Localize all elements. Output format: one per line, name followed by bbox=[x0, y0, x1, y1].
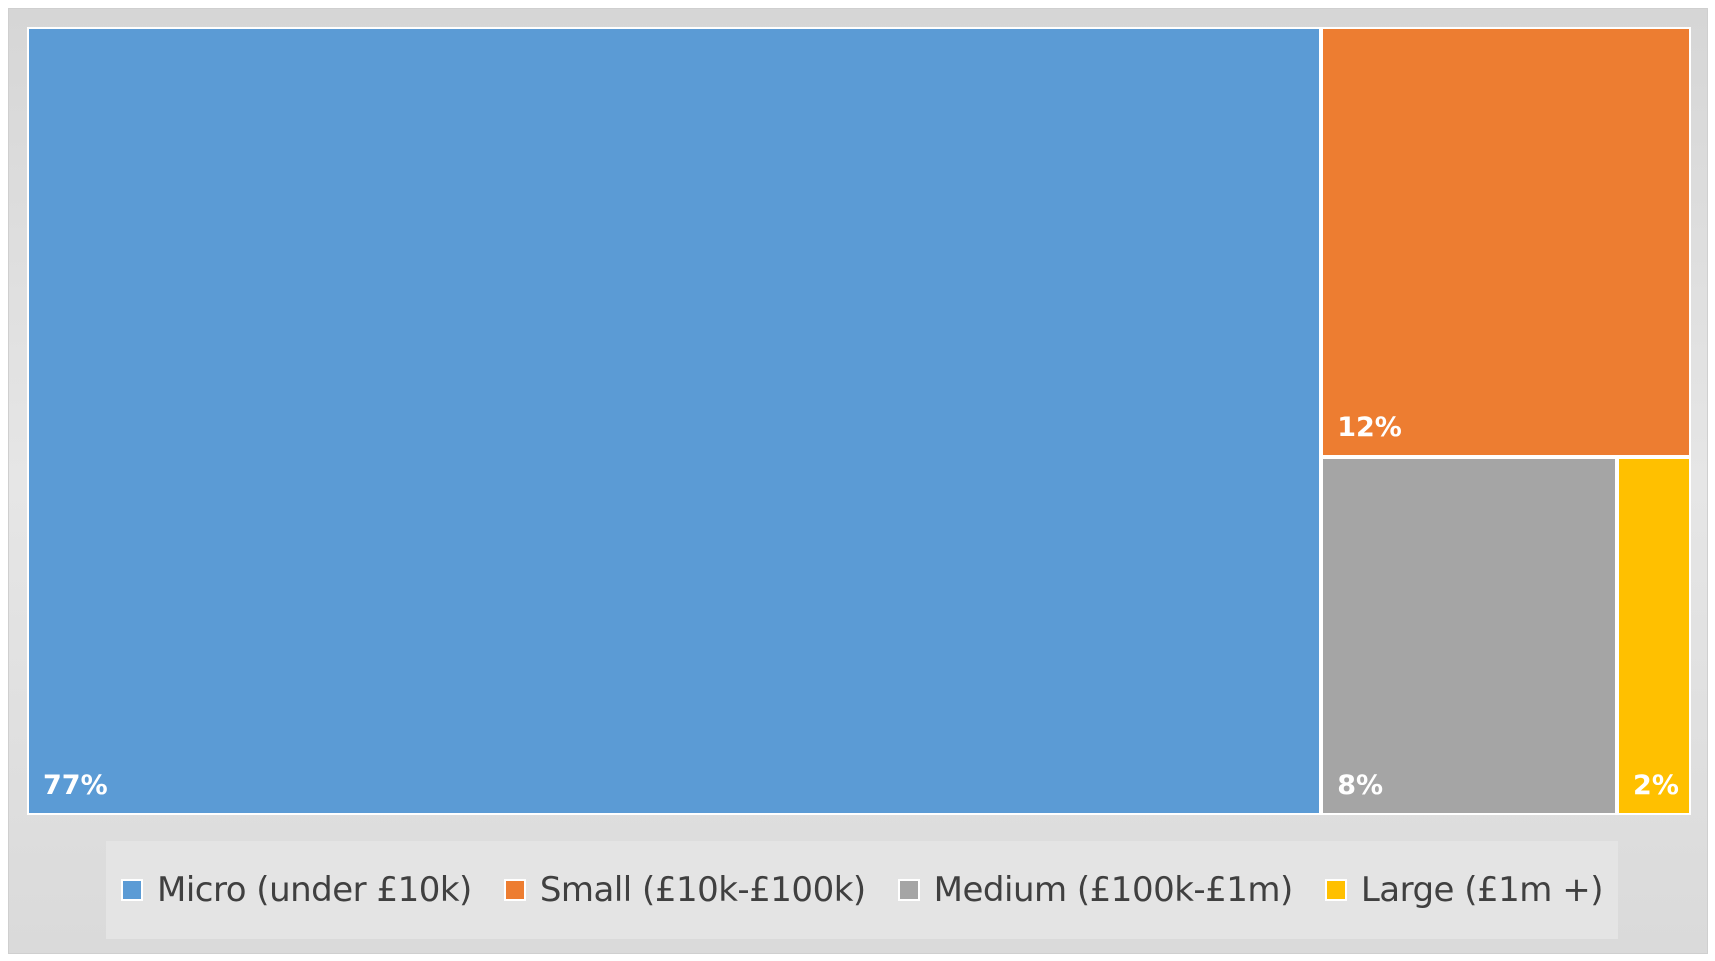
legend-swatch-micro bbox=[120, 879, 143, 901]
treemap-label-medium: 8% bbox=[1337, 769, 1384, 801]
chart-frame: 77% 12% 8% 2% Micro (under £10k) Small (£10… bbox=[8, 8, 1708, 954]
legend-item-large: Large (£1m +) bbox=[1324, 870, 1604, 910]
legend-item-small: Small (£10k-£100k) bbox=[503, 870, 866, 910]
legend-swatch-medium bbox=[897, 879, 920, 901]
legend-swatch-small bbox=[503, 879, 526, 901]
legend-item-micro: Micro (under £10k) bbox=[120, 870, 472, 910]
legend-label-large: Large (£1m +) bbox=[1360, 870, 1604, 910]
legend-item-medium: Medium (£100k-£1m) bbox=[897, 870, 1294, 910]
treemap-cell-large: 2% bbox=[1617, 456, 1691, 815]
treemap-plot-area: 77% 12% 8% 2% bbox=[27, 27, 1691, 815]
treemap-cell-micro: 77% bbox=[27, 27, 1322, 815]
treemap-cell-medium: 8% bbox=[1321, 456, 1618, 815]
treemap-label-small: 12% bbox=[1337, 411, 1402, 443]
chart-legend: Micro (under £10k) Small (£10k-£100k) Me… bbox=[106, 841, 1618, 939]
legend-swatch-large bbox=[1324, 879, 1347, 901]
treemap-cell-small: 12% bbox=[1321, 27, 1691, 457]
legend-label-small: Small (£10k-£100k) bbox=[539, 870, 866, 910]
legend-label-micro: Micro (under £10k) bbox=[156, 870, 472, 910]
treemap-label-micro: 77% bbox=[43, 770, 108, 801]
treemap-label-large: 2% bbox=[1633, 769, 1679, 801]
legend-label-medium: Medium (£100k-£1m) bbox=[933, 870, 1294, 910]
